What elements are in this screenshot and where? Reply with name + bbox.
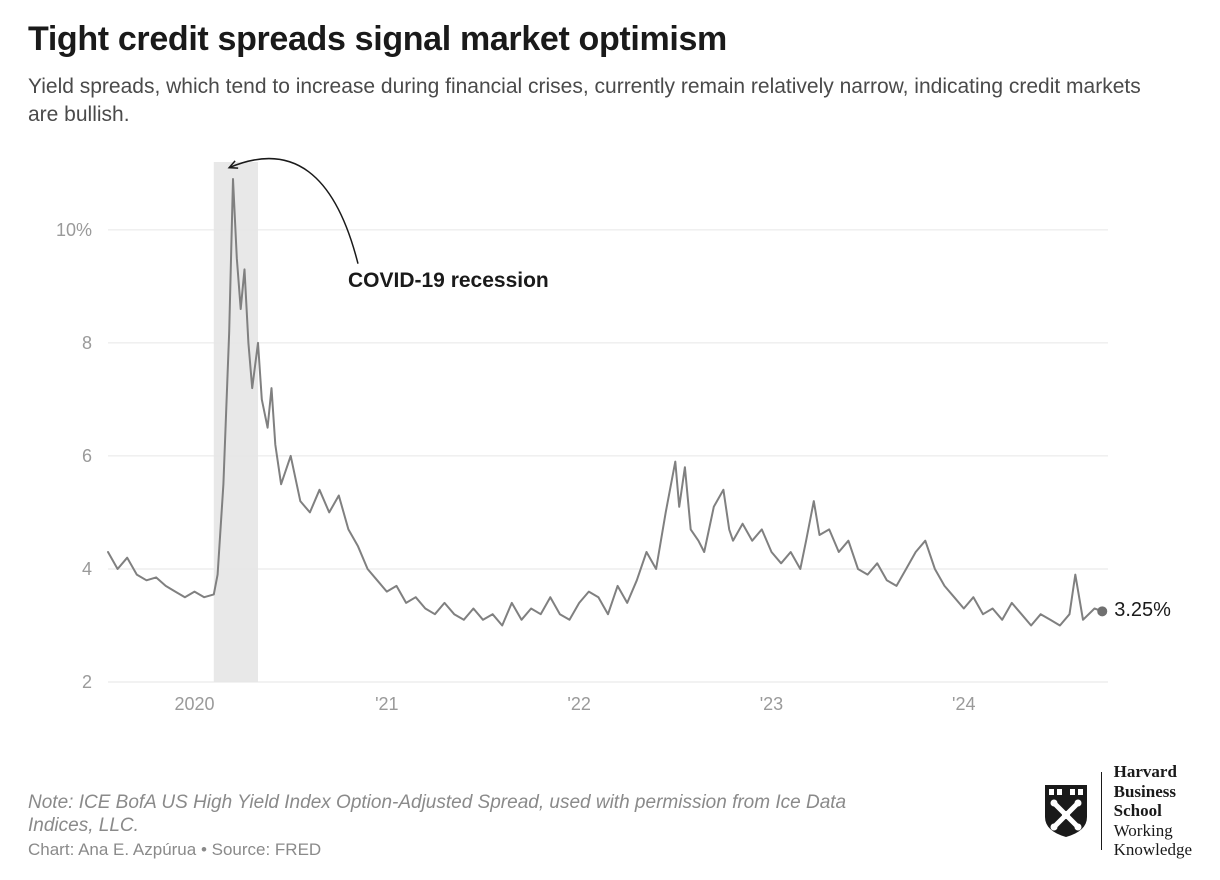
y-tick-label: 4	[82, 559, 92, 579]
annotation-label: COVID-19 recession	[348, 269, 549, 293]
brand-line: School	[1114, 801, 1192, 821]
chart-credit: Chart: Ana E. Azpúrua • Source: FRED	[28, 840, 1192, 860]
y-tick-label: 8	[82, 333, 92, 353]
brand-line: Working	[1114, 821, 1192, 841]
shield-icon	[1043, 783, 1089, 839]
brand-line: Business	[1114, 782, 1192, 802]
line-chart: 2 4 6 8 10% 2020 '21 '22 '23 '24	[28, 152, 1192, 732]
x-tick-label: '21	[375, 694, 398, 714]
chart-note: Note: ICE BofA US High Yield Index Optio…	[28, 791, 848, 839]
y-tick-label: 10%	[56, 220, 92, 240]
brand-line: Harvard	[1114, 762, 1192, 782]
chart-subtitle: Yield spreads, which tend to increase du…	[28, 73, 1168, 130]
chart-title: Tight credit spreads signal market optim…	[28, 20, 1192, 59]
x-tick-label: '24	[952, 694, 975, 714]
y-tick-label: 6	[82, 446, 92, 466]
y-tick-label: 2	[82, 672, 92, 692]
x-tick-label: '22	[567, 694, 590, 714]
end-value-label: 3.25%	[1114, 599, 1171, 622]
brand-block: Harvard Business School Working Knowledg…	[1043, 762, 1192, 860]
brand-line: Knowledge	[1114, 840, 1192, 860]
end-marker	[1097, 606, 1107, 616]
x-tick-label: '23	[760, 694, 783, 714]
x-tick-label: 2020	[175, 694, 215, 714]
chart-area: 2 4 6 8 10% 2020 '21 '22 '23 '24 COVID-19 recessi…	[28, 152, 1192, 732]
